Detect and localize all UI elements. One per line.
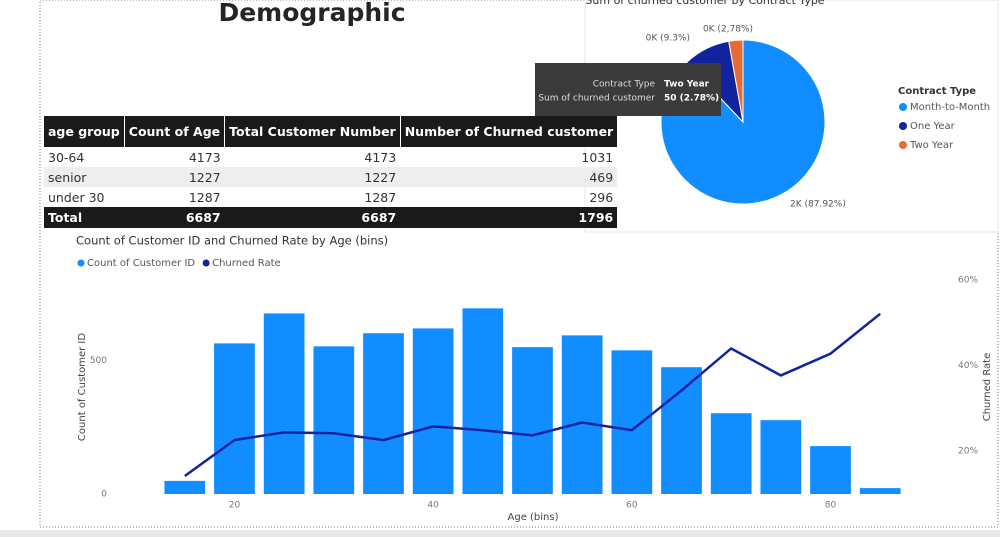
x-tick-label: 20 [229, 501, 241, 511]
x-tick-label: 40 [427, 501, 439, 511]
pie-slice [728, 39, 744, 123]
tooltip-label: Contract Type [593, 80, 656, 90]
summary-table: age group Count of Age Total Customer Numb… [44, 116, 618, 228]
bar [363, 333, 404, 494]
table-cell: 296 [589, 189, 614, 205]
chart-title: Count of Customer ID and Churned Rate by… [76, 234, 388, 248]
tooltip-value: Two Year [664, 80, 710, 90]
bar [164, 480, 206, 494]
table-cell: 30-64 [48, 149, 85, 165]
table-row: under 30 1287 1287 296 [44, 187, 617, 207]
total-cell: Total [44, 207, 125, 228]
bar [710, 413, 752, 494]
bar [561, 335, 603, 494]
table-cell: 1287 [188, 189, 221, 205]
legend-marker [202, 259, 210, 267]
line-series [184, 312, 881, 478]
y2-tick-label: 20% [958, 447, 978, 457]
tooltip-value: 50 (2.78%) [664, 94, 719, 104]
bar [313, 346, 355, 494]
data-label: 0K (9.3%) [646, 34, 690, 44]
table-cell: 469 [400, 167, 618, 187]
legend-label: Churned Rate [212, 258, 281, 269]
table-cell: 1227 [224, 167, 401, 187]
y2-tick-label: 40% [958, 361, 978, 371]
x-tick-label: 60 [626, 501, 638, 511]
column-header: Total Customer Number [224, 116, 401, 147]
data-label: 0K (2,78%) [703, 25, 753, 35]
canvas-border [39, 0, 999, 528]
table-row: 30-64 4173 4173 1031 [44, 147, 617, 167]
chart-title: Sum of churned customer by Contract Type [585, 0, 824, 7]
bar [263, 313, 305, 494]
tooltip: Contract Type Two Year Sum of churned cust… [535, 63, 721, 116]
legend-marker [899, 141, 907, 149]
bar [661, 367, 702, 494]
bar [760, 420, 802, 494]
y-tick-label: 500 [90, 356, 107, 366]
legend-marker [899, 122, 907, 130]
page-title: Demographic [218, 0, 405, 27]
tooltip-box [535, 63, 721, 116]
legend-marker [899, 103, 907, 111]
column-header: Number of Churned customer [399, 116, 618, 147]
bar [859, 488, 901, 494]
bar [611, 350, 653, 494]
table-row: senior 1227 1227 469 [44, 167, 618, 187]
total-cell: 6687 [224, 207, 401, 228]
legend-label: Two Year [909, 140, 954, 151]
axis-title: Churned Rate [982, 353, 993, 422]
x-tick-label: 80 [825, 501, 837, 511]
table-cell: under 30 [48, 189, 105, 205]
legend-marker [77, 259, 85, 267]
table-cell: 1031 [581, 149, 614, 165]
bar [512, 347, 553, 494]
bar [214, 343, 255, 494]
total-cell: 1796 [400, 207, 618, 228]
y2-tick-label: 60% [958, 276, 978, 286]
tooltip-label: Sum of churned customer [538, 94, 655, 104]
column-header: Count of Age [123, 116, 225, 147]
taskbar [0, 530, 1000, 537]
bar [412, 328, 454, 494]
legend-label: Month-to-Month [910, 102, 990, 113]
table-cell: 4173 [364, 149, 397, 165]
data-label: 2K (87.92%) [790, 200, 846, 210]
table-cell: 1287 [364, 189, 397, 205]
table-cell: senior [44, 167, 125, 187]
column-header: age group [44, 116, 125, 147]
y-tick-label: 0 [101, 490, 107, 500]
table-cell: 1227 [124, 167, 225, 187]
axis-title: Age (bins) [508, 512, 559, 523]
total-row: Total 6687 6687 1796 [44, 207, 618, 228]
legend-label: Count of Customer ID [87, 258, 195, 269]
total-cell: 6687 [124, 207, 225, 228]
table-header: age group Count of Age Total Customer Numb… [44, 116, 618, 147]
bar [810, 446, 851, 494]
legend-label: One Year [910, 121, 956, 132]
table-cell: 4173 [188, 149, 221, 165]
legend-title: Contract Type [898, 86, 976, 97]
bar [462, 308, 504, 494]
axis-title: Count of Customer ID [77, 333, 88, 441]
